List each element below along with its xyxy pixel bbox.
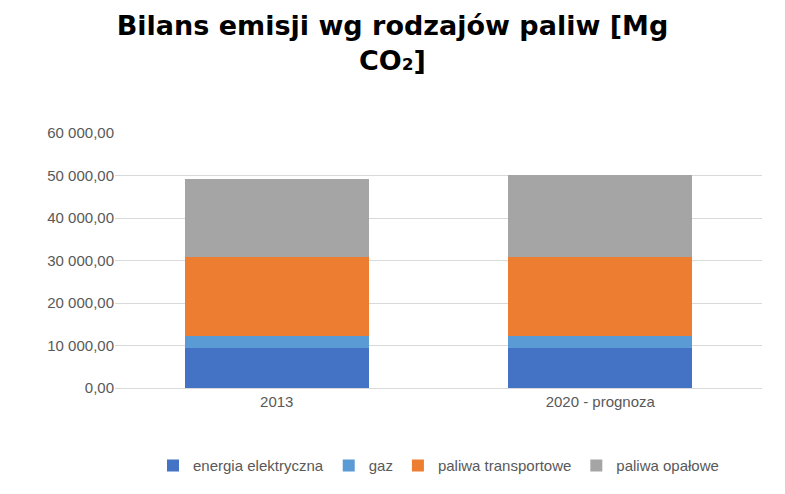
svg-text:energia elektryczna: energia elektryczna (193, 457, 324, 474)
svg-text:0,00: 0,00 (85, 379, 114, 396)
svg-text:2020 - prognoza: 2020 - prognoza (546, 393, 656, 410)
svg-text:2013: 2013 (260, 393, 293, 410)
svg-text:30 000,00: 30 000,00 (47, 252, 114, 269)
svg-text:50 000,00: 50 000,00 (47, 167, 114, 184)
svg-text:gaz: gaz (369, 457, 393, 474)
svg-text:paliwa transportowe: paliwa transportowe (438, 457, 571, 474)
svg-text:Bilans emisji wg rodzajów pali: Bilans emisji wg rodzajów paliw [MgCO₂] (117, 10, 669, 76)
svg-text:40 000,00: 40 000,00 (47, 209, 114, 226)
svg-text:paliwa opałowe: paliwa opałowe (616, 457, 719, 474)
svg-text:60 000,00: 60 000,00 (47, 124, 114, 141)
svg-text:10 000,00: 10 000,00 (47, 337, 114, 354)
svg-text:20 000,00: 20 000,00 (47, 294, 114, 311)
